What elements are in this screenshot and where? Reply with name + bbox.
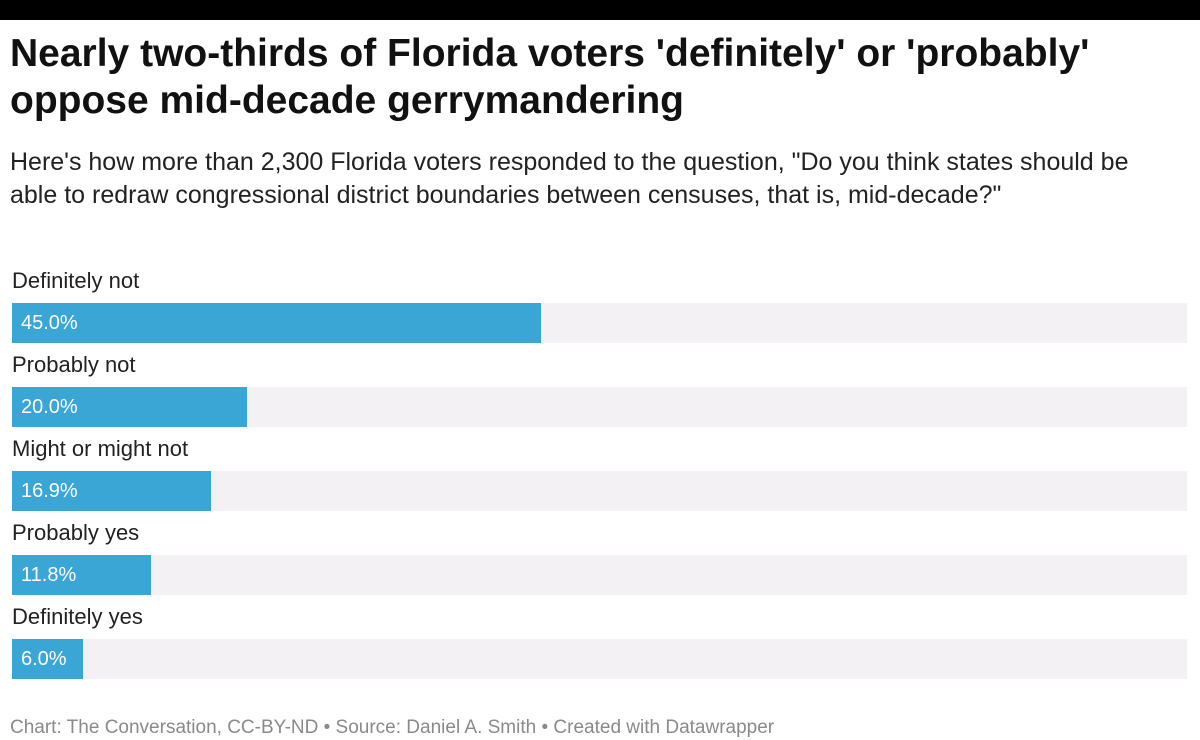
bar: 16.9% <box>12 471 211 511</box>
bar-row: Definitely not 45.0% <box>12 264 1187 348</box>
chart-subtitle: Here's how more than 2,300 Florida voter… <box>10 148 1129 209</box>
bar-row: Might or might not 16.9% <box>12 432 1187 516</box>
chart-footer: Chart: The Conversation, CC-BY-ND • Sour… <box>10 717 775 738</box>
bar: 45.0% <box>12 303 541 343</box>
category-label: Definitely yes <box>12 604 143 629</box>
bar-row: Probably yes 11.8% <box>12 516 1187 600</box>
category-label: Might or might not <box>12 436 189 461</box>
category-label: Probably not <box>12 352 136 377</box>
bar-value-label: 45.0% <box>21 312 78 334</box>
bar-track: 16.9% <box>12 471 1187 511</box>
bar-value-label: 16.9% <box>21 480 78 502</box>
bar-value-label: 20.0% <box>21 396 78 418</box>
bar: 11.8% <box>12 555 151 595</box>
top-band <box>0 0 1200 20</box>
bar-row: Probably not 20.0% <box>12 348 1187 432</box>
bar: 20.0% <box>12 387 247 427</box>
category-label: Probably yes <box>12 520 140 545</box>
bar-track: 6.0% <box>12 639 1187 679</box>
bar-row: Definitely yes 6.0% <box>12 600 1187 684</box>
bar-track: 20.0% <box>12 387 1187 427</box>
bar-value-label: 6.0% <box>21 648 67 670</box>
bar-chart: Definitely not 45.0% Probably not 20.0% Migh… <box>12 264 1187 684</box>
bar-track: 45.0% <box>12 303 1187 343</box>
bar-value-label: 11.8% <box>21 564 77 586</box>
bar-track: 11.8% <box>12 555 1187 595</box>
bar: 6.0% <box>12 639 83 679</box>
chart-title: Nearly two-thirds of Florida voters 'def… <box>10 32 1090 122</box>
category-label: Definitely not <box>12 268 140 293</box>
